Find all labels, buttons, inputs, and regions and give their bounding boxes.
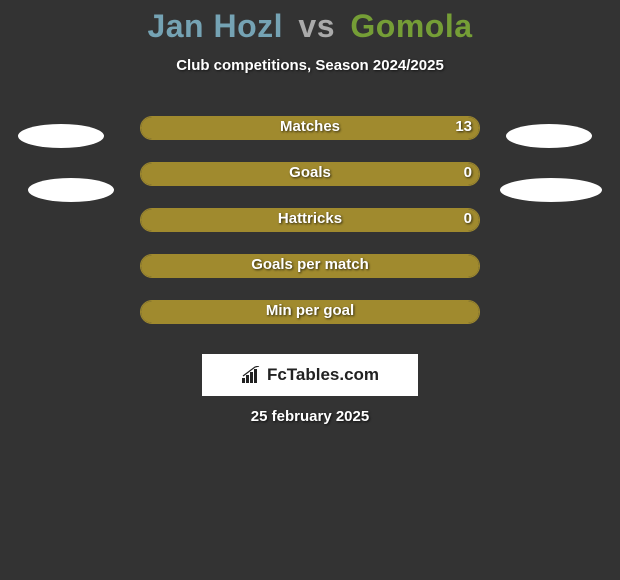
stats-container: Matches 13 Goals 0 Hattricks 0 Goals per… <box>0 116 620 346</box>
decor-ellipse <box>28 178 114 202</box>
bar-right <box>141 163 479 185</box>
bar-wrap <box>140 162 480 186</box>
footer-date: 25 february 2025 <box>0 408 620 425</box>
stat-right-value: 13 <box>455 118 472 135</box>
decor-ellipse <box>18 124 104 148</box>
bar-right <box>141 255 479 277</box>
bar-wrap <box>140 208 480 232</box>
logo-box: FcTables.com <box>202 354 418 396</box>
bar-right <box>141 209 479 231</box>
page-title: Jan Hozl vs Gomola <box>0 0 620 45</box>
stat-right-value: 0 <box>464 164 472 181</box>
decor-ellipse <box>506 124 592 148</box>
stat-row-hattricks: Hattricks 0 <box>0 208 620 254</box>
player1-name: Jan Hozl <box>147 8 283 44</box>
stat-row-goals-per-match: Goals per match <box>0 254 620 300</box>
decor-ellipse <box>500 178 602 202</box>
vs-text: vs <box>298 8 335 44</box>
bar-right <box>141 301 479 323</box>
bar-wrap <box>140 254 480 278</box>
subtitle: Club competitions, Season 2024/2025 <box>0 57 620 74</box>
bar-wrap <box>140 300 480 324</box>
logo-text: FcTables.com <box>267 365 379 385</box>
player2-name: Gomola <box>350 8 472 44</box>
stat-right-value: 0 <box>464 210 472 227</box>
bar-right <box>141 117 479 139</box>
stat-row-min-per-goal: Min per goal <box>0 300 620 346</box>
bar-chart-icon <box>241 366 263 384</box>
bar-wrap <box>140 116 480 140</box>
